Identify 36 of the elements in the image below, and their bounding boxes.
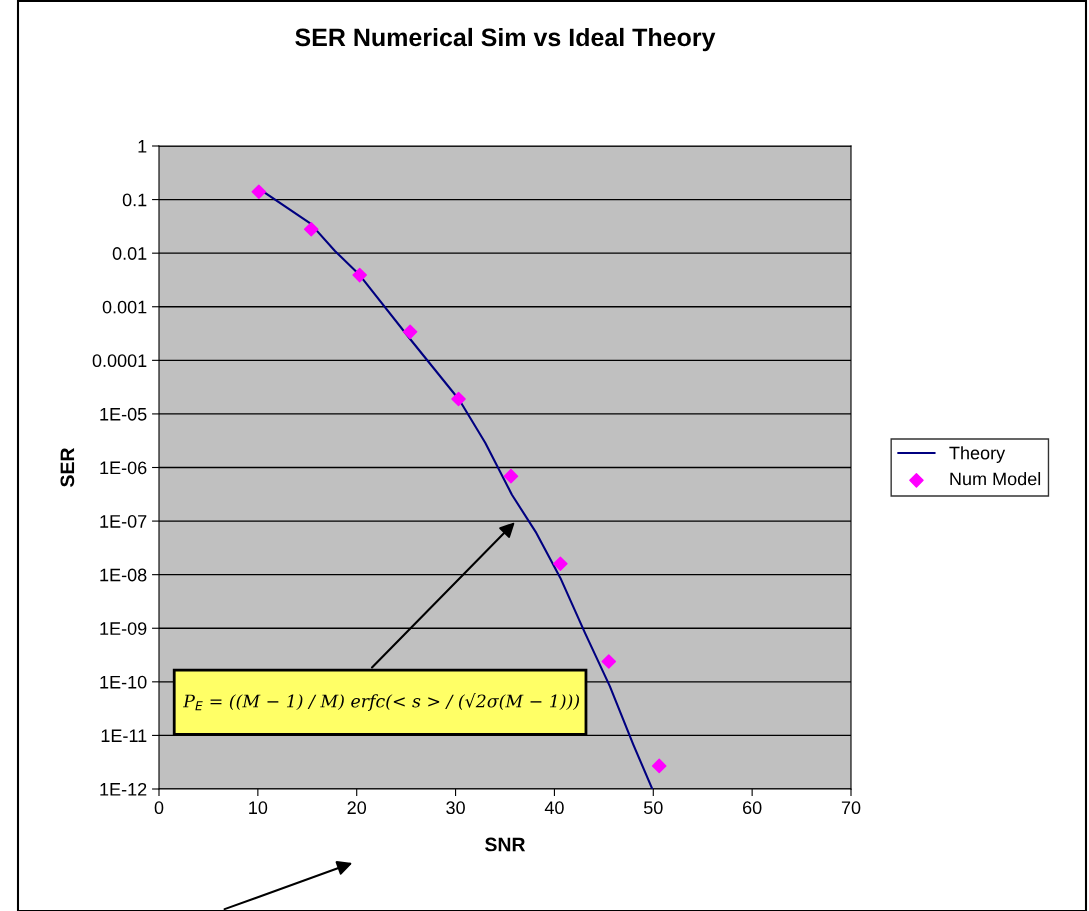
y-tick-label: 0.001 (102, 300, 147, 314)
y-tick-label: 1 (138, 140, 147, 153)
point (251, 184, 267, 200)
x-tick-label: 50 (643, 801, 663, 815)
point (601, 654, 617, 669)
x-tick-label: 0 (154, 801, 164, 815)
x-tick-label: 60 (743, 801, 762, 815)
point (402, 324, 418, 340)
legend-label: Num Model (950, 472, 1041, 486)
y-tick-label: 1E-06 (100, 461, 147, 475)
point (303, 221, 319, 237)
y-tick-label: 1E-11 (101, 729, 147, 742)
x-tick-label: 30 (446, 801, 465, 815)
x-tick-label: 20 (347, 801, 367, 815)
annotation: P$_{E}$ = ((M − 1) / M) erfc(< s > / (√2σ(M − 1))) (182, 693, 580, 711)
y-tick-label: 1E-05 (100, 407, 147, 421)
y-tick-label: 0.1 (122, 193, 147, 207)
y-axis-title: SER (60, 447, 75, 487)
point (651, 758, 667, 774)
point (451, 391, 466, 407)
y-tick-label: 1E-08 (100, 568, 147, 582)
x-axis-title: SNR (485, 837, 526, 852)
chart-title: SER Numerical Sim vs Ideal Theory (295, 27, 716, 52)
y-tick-label: 1E-07 (100, 515, 147, 528)
point (553, 556, 568, 572)
x-tick-label: 40 (544, 801, 564, 815)
y-tick-label: 0.0001 (92, 354, 147, 368)
x-tick-label: 10 (249, 801, 268, 815)
y-tick-label: 1E-09 (100, 622, 147, 635)
y-tick-label: 0.01 (112, 247, 147, 260)
point (352, 267, 367, 283)
y-tick-label: 1E-12 (100, 782, 147, 796)
y-tick-label: 1E-10 (100, 675, 147, 689)
legend-label: Theory (949, 446, 1006, 463)
x-tick-label: 70 (841, 801, 861, 815)
point (503, 468, 519, 484)
